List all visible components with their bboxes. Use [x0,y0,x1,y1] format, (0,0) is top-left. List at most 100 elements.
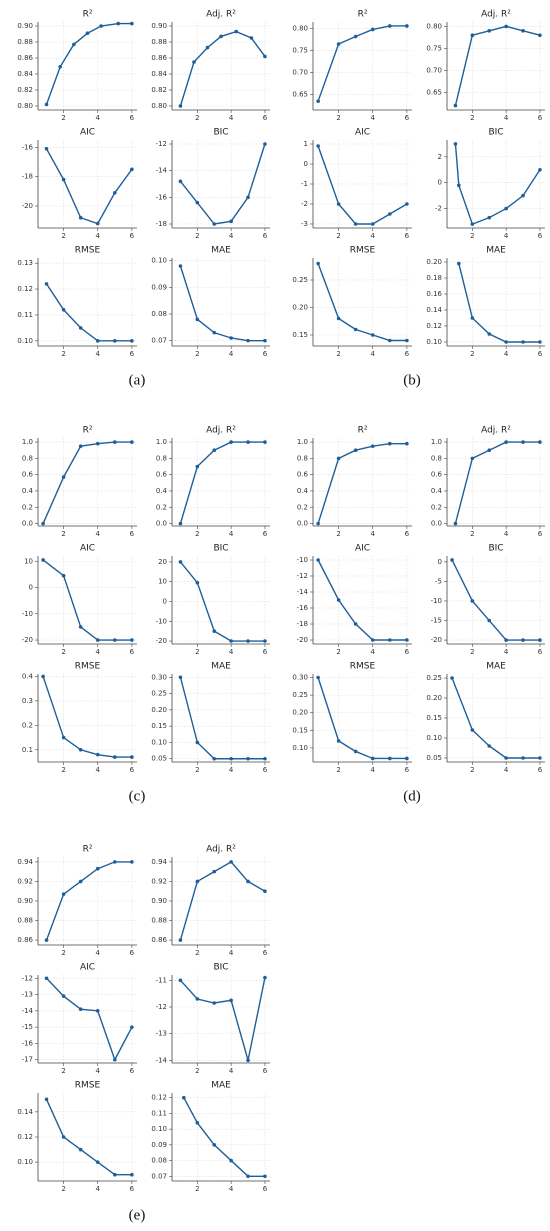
point [336,42,341,46]
y-tick-label: -12 [297,572,308,580]
y-tick-label: 0.4 [156,487,168,495]
point [336,598,341,602]
line [454,143,541,226]
chart-title: MAE [211,246,231,256]
y-tick-label: 1.0 [156,438,167,446]
y-tick-label: 0.6 [156,471,168,479]
panel-label: (d) [403,788,421,804]
x-tick-label: 4 [371,232,376,240]
point [61,307,66,312]
point [370,222,375,226]
chart-title: MAE [211,662,231,672]
panel-label: (a) [129,372,146,388]
point [95,1009,100,1013]
line [45,283,132,342]
chart-title: R² [358,10,368,20]
y-tick-label: 0.2 [22,721,33,729]
y-tick-label: 0.94 [151,858,167,866]
y-tick-label: 0.82 [151,86,167,94]
y-tick-label: 0.6 [297,471,309,479]
point [44,938,49,942]
point [487,448,492,453]
y-tick-label: 0.11 [151,1109,167,1117]
point [44,282,49,286]
point [246,879,250,884]
x-tick-label: 4 [229,232,234,240]
point [195,740,200,745]
y-tick-label: -10 [431,597,442,605]
point [195,317,200,322]
y-tick-label: 0.18 [426,274,442,282]
point [370,444,375,448]
x-tick-label: 4 [96,949,101,957]
point [521,340,525,344]
point [470,456,475,461]
point [263,54,267,59]
x-tick-label: 4 [229,350,234,358]
x-tick-label: 6 [263,949,268,957]
y-tick-label: 0.4 [431,487,443,495]
point [72,42,76,47]
line [179,677,265,760]
y-tick-label: 0.10 [151,1125,167,1133]
y-tick-label: 0.92 [17,877,33,885]
y-tick-label: 0.08 [151,1157,167,1165]
chart-title: Adj. R² [206,845,236,855]
point [78,1007,83,1012]
point [246,1058,250,1063]
point [130,167,134,172]
point [178,264,183,268]
point [249,36,254,40]
point [205,45,210,50]
point [453,103,458,108]
point [316,99,320,103]
y-tick-label: -18 [156,220,167,228]
y-tick-label: -12 [156,1003,167,1011]
point [388,24,392,28]
line [42,559,132,641]
point [78,1147,83,1152]
point [178,978,183,983]
point [78,879,83,884]
x-tick-label: 4 [229,1067,234,1075]
y-tick-label: -20 [22,202,33,210]
x-tick-label: 2 [195,350,199,358]
y-tick-label: 0 [304,160,308,168]
y-tick-label: -14 [22,1007,34,1015]
line [451,559,540,641]
x-tick-label: 6 [538,530,543,538]
point [95,638,100,642]
y-tick-label: 0.2 [297,503,308,511]
x-tick-label: 2 [61,350,65,358]
point [229,336,233,340]
point [246,1174,250,1179]
point [212,629,217,633]
y-tick-label: 0.13 [17,259,33,267]
y-tick-label: 0 [438,558,442,566]
point [178,675,183,680]
x-tick-label: 6 [130,648,135,656]
y-tick-label: 0.10 [426,338,442,346]
x-tick-label: 6 [130,1067,135,1075]
panel-label: (b) [403,372,421,388]
y-tick-label: -14 [156,1056,168,1064]
x-tick-label: 6 [405,232,410,240]
y-tick-label: 0.84 [17,70,33,78]
y-tick-label: 0.12 [17,1133,33,1141]
x-tick-label: 2 [470,648,474,656]
point [370,638,375,642]
line [179,977,266,1061]
point [450,558,454,562]
y-tick-label: 0.11 [17,311,33,319]
y-tick-label: 0.15 [292,726,308,734]
chart-title: RMSE [350,662,376,672]
point [44,102,49,107]
point [212,1143,217,1147]
x-tick-label: 2 [195,114,199,122]
point [470,222,475,226]
x-tick-label: 4 [371,648,376,656]
point [195,879,200,884]
point [487,29,492,33]
y-tick-label: -10 [297,556,308,564]
point [353,448,358,453]
